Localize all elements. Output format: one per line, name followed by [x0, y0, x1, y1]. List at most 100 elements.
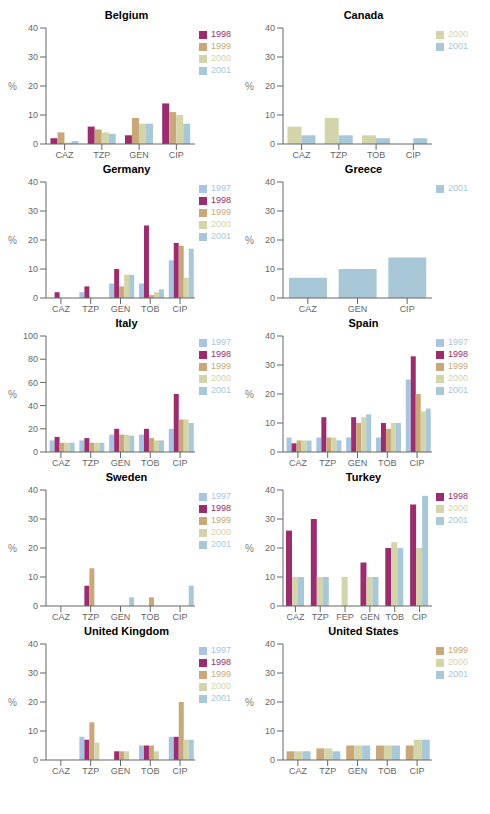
svg-text:20: 20	[265, 543, 275, 553]
svg-text:GEN: GEN	[111, 458, 131, 468]
svg-text:20: 20	[265, 235, 275, 245]
svg-text:GEN: GEN	[111, 612, 131, 622]
svg-text:%: %	[245, 235, 254, 246]
svg-text:TOB: TOB	[378, 458, 396, 468]
svg-text:20: 20	[28, 543, 38, 553]
svg-text:30: 30	[28, 514, 38, 524]
svg-text:CIP: CIP	[412, 612, 427, 622]
svg-text:CIP: CIP	[173, 458, 188, 468]
svg-text:TZP: TZP	[93, 150, 110, 160]
svg-text:CIP: CIP	[410, 458, 425, 468]
svg-text:%: %	[8, 697, 17, 708]
svg-text:CIP: CIP	[173, 766, 188, 776]
svg-text:0: 0	[270, 601, 275, 611]
svg-text:30: 30	[265, 52, 275, 62]
svg-text:40: 40	[28, 639, 38, 649]
svg-text:30: 30	[28, 52, 38, 62]
svg-text:CAZ: CAZ	[293, 150, 312, 160]
svg-text:20: 20	[265, 389, 275, 399]
svg-text:10: 10	[28, 726, 38, 736]
svg-text:40: 40	[265, 485, 275, 495]
svg-text:30: 30	[28, 668, 38, 678]
svg-text:10: 10	[28, 572, 38, 582]
svg-text:10: 10	[28, 264, 38, 274]
svg-text:20: 20	[28, 235, 38, 245]
svg-text:0: 0	[33, 139, 38, 149]
svg-text:40: 40	[28, 177, 38, 187]
svg-text:%: %	[245, 543, 254, 554]
svg-text:%: %	[8, 389, 17, 400]
svg-text:30: 30	[265, 514, 275, 524]
svg-text:20: 20	[28, 81, 38, 91]
svg-text:%: %	[8, 543, 17, 554]
svg-text:0: 0	[270, 293, 275, 303]
svg-text:0: 0	[33, 601, 38, 611]
svg-text:CAZ: CAZ	[52, 458, 71, 468]
svg-text:TOB: TOB	[386, 612, 404, 622]
svg-text:TZP: TZP	[319, 766, 336, 776]
svg-text:TZP: TZP	[82, 458, 99, 468]
svg-text:%: %	[245, 81, 254, 92]
svg-text:CAZ: CAZ	[52, 612, 71, 622]
svg-text:FEP: FEP	[336, 612, 354, 622]
svg-text:10: 10	[265, 110, 275, 120]
svg-text:TZP: TZP	[319, 458, 336, 468]
svg-text:10: 10	[28, 110, 38, 120]
svg-text:40: 40	[265, 639, 275, 649]
svg-text:TOB: TOB	[141, 612, 159, 622]
svg-text:TOB: TOB	[141, 458, 159, 468]
svg-text:%: %	[8, 235, 17, 246]
svg-text:GEN: GEN	[360, 612, 380, 622]
svg-text:40: 40	[265, 177, 275, 187]
svg-text:10: 10	[265, 726, 275, 736]
svg-text:%: %	[8, 81, 17, 92]
svg-text:CAZ: CAZ	[299, 304, 318, 314]
svg-text:TZP: TZP	[312, 612, 329, 622]
svg-text:20: 20	[28, 424, 38, 434]
svg-text:30: 30	[265, 360, 275, 370]
svg-text:0: 0	[33, 755, 38, 765]
svg-text:TZP: TZP	[82, 766, 99, 776]
svg-text:40: 40	[28, 23, 38, 33]
svg-text:TOB: TOB	[141, 304, 159, 314]
svg-text:0: 0	[270, 755, 275, 765]
svg-text:0: 0	[33, 293, 38, 303]
svg-text:30: 30	[265, 668, 275, 678]
svg-text:CIP: CIP	[410, 766, 425, 776]
svg-text:CAZ: CAZ	[289, 458, 308, 468]
svg-text:TZP: TZP	[82, 612, 99, 622]
svg-text:GEN: GEN	[111, 766, 131, 776]
svg-text:20: 20	[265, 81, 275, 91]
svg-text:%: %	[245, 389, 254, 400]
svg-text:TOB: TOB	[141, 766, 159, 776]
svg-text:GEN: GEN	[348, 458, 368, 468]
svg-text:10: 10	[265, 418, 275, 428]
svg-text:30: 30	[265, 206, 275, 216]
svg-text:0: 0	[270, 447, 275, 457]
svg-text:CIP: CIP	[173, 612, 188, 622]
svg-text:30: 30	[28, 206, 38, 216]
svg-text:GEN: GEN	[348, 766, 368, 776]
svg-text:0: 0	[270, 139, 275, 149]
svg-text:TZP: TZP	[330, 150, 347, 160]
svg-text:40: 40	[28, 485, 38, 495]
svg-text:0: 0	[33, 447, 38, 457]
svg-text:100: 100	[23, 331, 38, 341]
svg-text:CIP: CIP	[173, 304, 188, 314]
svg-text:CAZ: CAZ	[52, 766, 71, 776]
svg-text:%: %	[245, 697, 254, 708]
svg-text:GEN: GEN	[111, 304, 131, 314]
svg-text:10: 10	[265, 572, 275, 582]
svg-text:CAZ: CAZ	[286, 612, 305, 622]
svg-text:CAZ: CAZ	[56, 150, 75, 160]
svg-text:40: 40	[265, 331, 275, 341]
svg-text:40: 40	[265, 23, 275, 33]
svg-text:20: 20	[28, 697, 38, 707]
svg-text:40: 40	[28, 401, 38, 411]
svg-text:CIP: CIP	[400, 304, 415, 314]
svg-text:60: 60	[28, 378, 38, 388]
svg-text:10: 10	[265, 264, 275, 274]
svg-text:TOB: TOB	[367, 150, 385, 160]
svg-text:TOB: TOB	[378, 766, 396, 776]
svg-text:GEN: GEN	[129, 150, 149, 160]
